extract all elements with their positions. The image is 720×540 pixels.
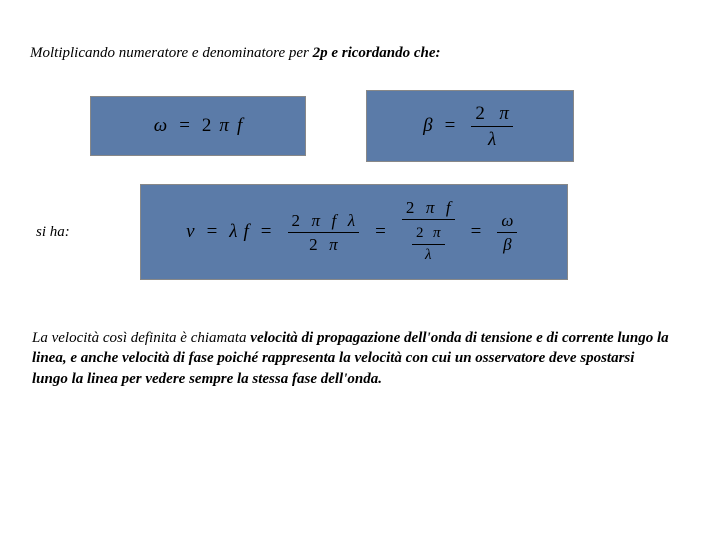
- eq3-t2-num-2: 2: [292, 211, 301, 230]
- eq3-t3-num-pi: π: [426, 198, 435, 217]
- eq3-t3-inner-pi: π: [433, 225, 441, 241]
- eq3-t1-f: f: [244, 221, 249, 243]
- eq1-f: f: [237, 115, 242, 137]
- eq3-lhs: v: [186, 221, 194, 243]
- intro-prefix: Moltiplicando numeratore e denominatore …: [30, 45, 313, 61]
- eq3-op4: =: [471, 221, 482, 243]
- eq2-num-coeff: 2: [475, 103, 485, 124]
- eq2-op: =: [445, 115, 456, 137]
- eq3-t2-den-pi: π: [329, 235, 338, 254]
- eq1-pi: π: [219, 115, 229, 137]
- eq3-t3-num-2: 2: [406, 198, 415, 217]
- eq3-t4-den: β: [499, 234, 515, 255]
- eq3-t3-num-f: f: [446, 198, 451, 217]
- equation-velocity: v = λ f = 2 π f λ: [140, 184, 568, 280]
- intro-text: Moltiplicando numeratore e denominatore …: [30, 45, 690, 62]
- conclusion-text: La velocità così definita è chiamata vel…: [32, 328, 672, 389]
- eq3-t2-num-l: λ: [348, 211, 355, 230]
- eq2-num-pi: π: [499, 103, 509, 124]
- eq1-coeff: 2: [202, 115, 212, 137]
- eq3-op3: =: [375, 221, 386, 243]
- eq1-lhs: ω: [154, 115, 167, 137]
- equation-row-2: si ha: v = λ f = 2 π f λ: [30, 184, 690, 280]
- eq2-den: λ: [484, 128, 500, 151]
- eq3-t3-inner-l: λ: [421, 246, 436, 265]
- siha-text: si ha:: [36, 224, 70, 241]
- equation-omega: ω = 2 π f: [90, 96, 306, 156]
- eq2-lhs: β: [423, 115, 432, 137]
- eq3-t4-num: ω: [497, 210, 517, 231]
- eq3-op1: =: [207, 221, 218, 243]
- eq3-t2-num-pi: π: [312, 211, 321, 230]
- equation-row-1: ω = 2 π f β = 2 π λ: [90, 90, 690, 162]
- eq3-op2: =: [261, 221, 272, 243]
- intro-bold: 2p e ricordando che:: [313, 45, 441, 61]
- eq3-t2-num-f: f: [332, 211, 337, 230]
- equation-beta: β = 2 π λ: [366, 90, 574, 162]
- para-prefix: La velocità così definita è chiamata: [32, 330, 250, 346]
- eq1-op: =: [179, 115, 190, 137]
- eq3-t1-lambda: λ: [229, 221, 237, 243]
- eq3-t2-den-2: 2: [309, 235, 318, 254]
- eq3-t3-inner-2: 2: [416, 225, 424, 241]
